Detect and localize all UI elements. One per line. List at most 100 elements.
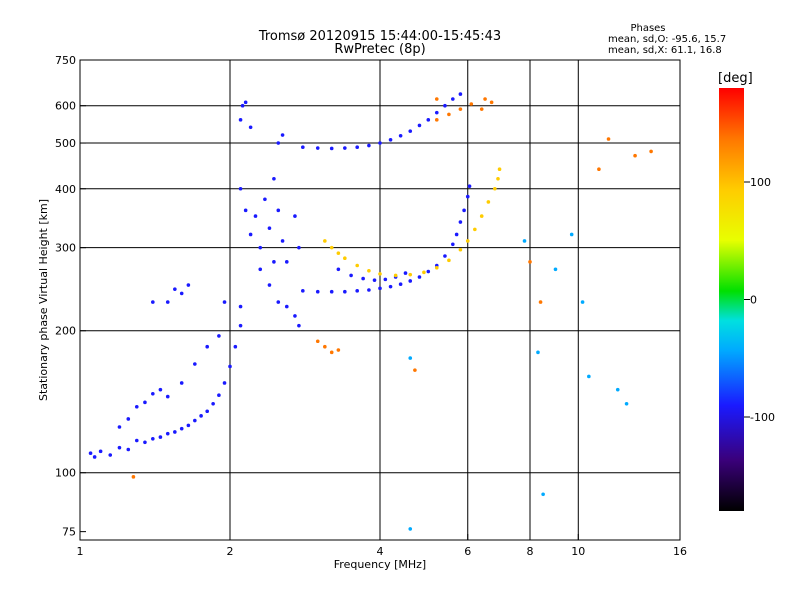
data-point bbox=[222, 381, 227, 385]
data-point bbox=[367, 268, 371, 273]
axis-ticks: 1 2 4 6 8 10 16 75 100 200 300 400 500 600 750 bbox=[55, 54, 687, 558]
data-point bbox=[117, 425, 122, 429]
data-point bbox=[276, 141, 281, 145]
data-point bbox=[522, 239, 527, 243]
data-point bbox=[467, 184, 472, 189]
data-point bbox=[238, 186, 243, 191]
data-point bbox=[134, 404, 139, 409]
data-point bbox=[528, 260, 532, 264]
x-tick-label: 6 bbox=[464, 545, 471, 558]
data-point bbox=[272, 260, 276, 264]
colorbar-tick-label: 0 bbox=[750, 294, 757, 307]
data-point bbox=[422, 270, 426, 275]
colorbar bbox=[719, 88, 744, 511]
grid-lines bbox=[80, 60, 680, 540]
data-point bbox=[258, 245, 263, 250]
data-point bbox=[349, 273, 353, 278]
data-point bbox=[465, 239, 470, 243]
data-point bbox=[458, 107, 463, 111]
data-point bbox=[238, 323, 243, 328]
data-point bbox=[372, 278, 377, 282]
data-point bbox=[497, 167, 502, 172]
data-point bbox=[553, 267, 558, 272]
data-point bbox=[280, 133, 285, 137]
data-point bbox=[378, 141, 382, 145]
data-point bbox=[367, 288, 371, 292]
data-point bbox=[267, 226, 272, 230]
data-point bbox=[536, 350, 540, 355]
data-point bbox=[179, 291, 184, 296]
data-point bbox=[293, 214, 297, 218]
data-point bbox=[173, 430, 177, 434]
data-point bbox=[151, 300, 155, 304]
data-point bbox=[323, 239, 327, 243]
data-point bbox=[615, 387, 620, 392]
data-point bbox=[408, 356, 413, 360]
data-point bbox=[329, 245, 334, 250]
data-point bbox=[293, 314, 297, 318]
data-point bbox=[98, 449, 103, 454]
y-tick-label: 200 bbox=[55, 325, 76, 338]
y-tick-label: 75 bbox=[62, 526, 76, 539]
data-point bbox=[649, 149, 653, 154]
data-point bbox=[193, 418, 197, 423]
data-point bbox=[151, 437, 155, 441]
data-point bbox=[240, 103, 245, 108]
data-point bbox=[126, 417, 131, 421]
data-point bbox=[238, 118, 243, 122]
data-point bbox=[355, 145, 359, 149]
y-axis-label: Stationary phase Virtual Height [km] bbox=[37, 199, 50, 401]
data-point bbox=[398, 134, 403, 138]
data-point bbox=[276, 300, 281, 304]
y-tick-label: 750 bbox=[55, 54, 76, 67]
x-tick-label: 2 bbox=[227, 545, 234, 558]
data-point bbox=[297, 245, 301, 250]
data-point bbox=[315, 339, 320, 344]
x-tick-label: 10 bbox=[571, 545, 585, 558]
data-point bbox=[408, 279, 413, 283]
data-point bbox=[151, 391, 155, 396]
data-point bbox=[479, 107, 484, 111]
data-point bbox=[329, 350, 334, 355]
data-point bbox=[158, 387, 163, 392]
data-point bbox=[243, 100, 248, 105]
x-tick-label: 16 bbox=[673, 545, 687, 558]
data-point bbox=[493, 186, 497, 191]
data-point bbox=[280, 239, 285, 243]
data-point bbox=[193, 362, 197, 366]
data-point bbox=[165, 431, 170, 436]
data-point bbox=[597, 167, 601, 172]
data-point bbox=[243, 208, 248, 213]
data-point bbox=[165, 300, 170, 304]
data-point bbox=[569, 232, 574, 237]
data-point bbox=[143, 400, 147, 405]
data-point bbox=[434, 118, 439, 122]
data-point bbox=[580, 300, 585, 304]
data-point bbox=[228, 364, 232, 369]
data-point bbox=[217, 334, 221, 338]
x-axis-label: Frequency [MHz] bbox=[334, 558, 426, 571]
data-point bbox=[388, 138, 393, 142]
data-point bbox=[315, 289, 320, 294]
data-point bbox=[489, 100, 494, 105]
data-point bbox=[336, 251, 341, 256]
data-point bbox=[238, 304, 243, 309]
data-point bbox=[413, 368, 417, 372]
data-point bbox=[447, 112, 451, 117]
data-point bbox=[388, 284, 393, 289]
data-point bbox=[336, 348, 341, 352]
data-point bbox=[458, 92, 463, 96]
data-point bbox=[88, 451, 93, 455]
data-point bbox=[272, 176, 276, 181]
data-point bbox=[393, 273, 398, 278]
data-point bbox=[253, 214, 258, 218]
colorbar-tick-label: 100 bbox=[750, 176, 771, 189]
data-point bbox=[587, 374, 591, 379]
data-point bbox=[624, 401, 629, 406]
data-point bbox=[199, 414, 203, 418]
data-point bbox=[451, 97, 455, 101]
data-point bbox=[434, 97, 439, 101]
data-point bbox=[222, 300, 227, 304]
data-point bbox=[434, 110, 439, 115]
